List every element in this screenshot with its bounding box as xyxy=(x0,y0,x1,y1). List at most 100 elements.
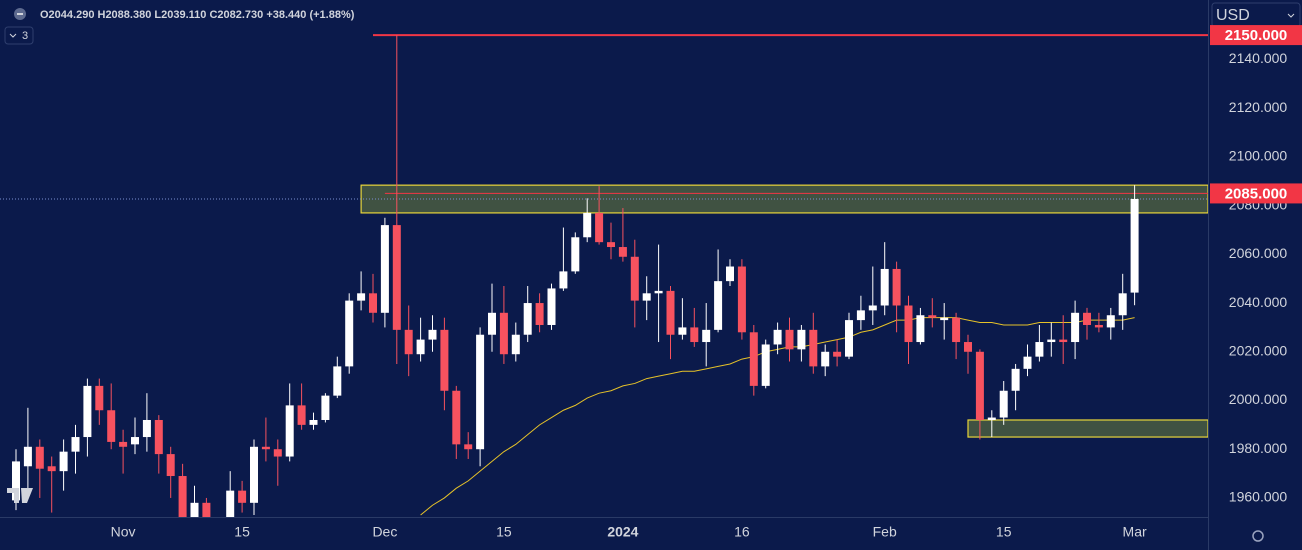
candle-body xyxy=(428,329,437,340)
candle-body xyxy=(440,329,449,391)
candle-body xyxy=(845,320,853,357)
header-change: +38.440 (+1.88%) xyxy=(266,9,354,21)
header-open: O2044.290 xyxy=(40,9,94,21)
candle-body xyxy=(47,466,56,472)
candle-body xyxy=(975,351,984,420)
candle-body xyxy=(535,303,544,325)
candle-body xyxy=(154,419,163,455)
candle-body xyxy=(83,385,92,438)
candle-body xyxy=(880,268,889,306)
candle-body xyxy=(250,446,258,503)
y-tick-label: 1960.000 xyxy=(1229,489,1288,505)
price-label: 2150.000 xyxy=(1225,27,1288,44)
candle-body xyxy=(190,502,199,517)
candle-body xyxy=(488,312,496,335)
x-tick-label: 2024 xyxy=(607,524,638,540)
candle-body xyxy=(1023,356,1032,369)
candle-body xyxy=(761,344,770,386)
indicator-toggle[interactable] xyxy=(4,26,34,45)
candle-body xyxy=(571,237,580,272)
y-tick-label: 2120.000 xyxy=(1229,99,1288,115)
candle-body xyxy=(1011,368,1020,391)
candle-body xyxy=(690,327,699,343)
tv-logo xyxy=(7,488,33,503)
candle-body xyxy=(642,293,651,301)
candle-body xyxy=(583,212,592,238)
candle-body xyxy=(1059,339,1068,343)
candle-body xyxy=(809,329,818,367)
candle-body xyxy=(940,317,949,321)
price-label-box xyxy=(1210,25,1302,46)
y-tick-label: 2040.000 xyxy=(1229,294,1288,310)
candle-body xyxy=(654,290,663,294)
candle-body xyxy=(1047,339,1056,343)
candle-body xyxy=(369,293,377,313)
candle-body xyxy=(464,444,473,450)
candle-body xyxy=(666,290,675,335)
header-low: L2039.110 xyxy=(154,9,206,21)
candle-body xyxy=(1118,293,1127,316)
candle-body xyxy=(595,212,604,243)
candle-body xyxy=(678,327,687,335)
candle-body xyxy=(142,419,151,438)
candle-body xyxy=(261,446,270,450)
candle-body xyxy=(702,329,711,343)
indicator-count: 3 xyxy=(22,30,28,42)
x-tick-label: Mar xyxy=(1123,524,1147,540)
candle-body xyxy=(131,437,139,445)
candle-body xyxy=(321,395,330,420)
candle-body xyxy=(1094,324,1103,328)
price-label-box xyxy=(1210,183,1302,204)
candle-body xyxy=(238,490,247,503)
candle-body xyxy=(416,339,425,355)
candle-body xyxy=(856,310,865,321)
candle-body xyxy=(285,405,294,457)
x-tick-label: 15 xyxy=(496,524,512,540)
candle-body xyxy=(892,268,901,306)
candle-body xyxy=(273,449,282,457)
y-tick-label: 2020.000 xyxy=(1229,342,1288,358)
candle-body xyxy=(547,288,556,325)
candle-body xyxy=(821,351,830,367)
candle-body xyxy=(178,476,187,517)
candle-body xyxy=(297,405,306,425)
symbol-icon xyxy=(17,13,23,15)
candle-body xyxy=(309,419,318,425)
candle-body xyxy=(999,390,1008,418)
candle-body xyxy=(95,385,104,411)
candle-body xyxy=(23,446,32,467)
candle-body xyxy=(714,281,723,330)
candle-body xyxy=(737,266,746,333)
candle-body xyxy=(166,454,175,477)
x-tick-label: 15 xyxy=(234,524,250,540)
candle-body xyxy=(333,366,342,396)
price-label: 2085.000 xyxy=(1225,185,1288,202)
candle-body xyxy=(1130,198,1139,293)
plot-area xyxy=(0,34,1208,517)
zone xyxy=(967,419,1208,438)
candle-body xyxy=(511,334,520,355)
candle-body xyxy=(726,266,734,282)
candle-body xyxy=(833,351,842,357)
x-tick-label: Nov xyxy=(111,524,136,540)
x-tick-label: Dec xyxy=(372,524,397,540)
candle-body xyxy=(59,451,68,472)
chevron xyxy=(9,33,17,38)
y-tick-label: 2100.000 xyxy=(1229,148,1288,164)
zone xyxy=(360,184,1208,214)
x-tick-label: 15 xyxy=(996,524,1012,540)
candle-body xyxy=(345,300,354,367)
y-tick-label: 2000.000 xyxy=(1229,391,1288,407)
candle-body xyxy=(916,315,925,343)
candle-body xyxy=(618,247,627,257)
y-tick-label: 2060.000 xyxy=(1229,245,1288,261)
header-close: C2082.730 xyxy=(209,9,263,21)
candle-body xyxy=(357,293,366,301)
candle-body xyxy=(119,441,128,447)
candle-body xyxy=(392,225,401,330)
x-tick-label: Feb xyxy=(873,524,897,540)
candle-body xyxy=(1071,312,1080,343)
candle-body xyxy=(476,334,485,450)
settings-icon[interactable] xyxy=(1252,530,1264,542)
